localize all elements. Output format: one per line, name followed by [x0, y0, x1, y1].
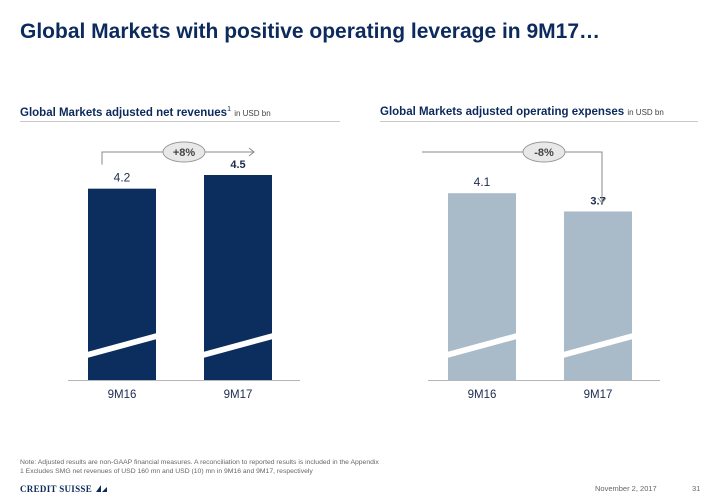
revenues-chart-heading: Global Markets adjusted net revenues1 in…: [20, 106, 271, 119]
expenses-category-label-9m17: 9M17: [584, 389, 613, 401]
revenues-change-label: +8%: [173, 147, 196, 159]
revenues-change-arrowhead: [248, 147, 255, 157]
footnote-note: Note: Adjusted results are non-GAAP fina…: [20, 459, 379, 466]
expenses-axis-break-9m16: [447, 333, 517, 358]
revenues-category-label-9m16: 9M16: [108, 389, 137, 401]
expenses-change-badge: [522, 141, 566, 163]
revenues-axis-break-9m16: [87, 333, 157, 358]
revenues-footnote-marker: 1: [227, 106, 231, 113]
revenues-axis-break-9m17: [203, 333, 273, 358]
footer-date: November 2, 2017: [595, 484, 657, 493]
revenues-category-label-9m17: 9M17: [224, 389, 253, 401]
expenses-unit-label: in USD bn: [627, 108, 664, 117]
expenses-change-connector: [422, 151, 603, 203]
expenses-value-label-9m16: 4.1: [474, 175, 491, 189]
expenses-category-label-9m16: 9M16: [468, 389, 497, 401]
revenues-value-label-9m17: 4.5: [230, 159, 245, 171]
revenues-chart-title: Global Markets adjusted net revenues: [20, 106, 228, 119]
revenues-change-badge: [162, 141, 206, 163]
revenues-unit-label: in USD bn: [234, 108, 271, 118]
expenses-heading-rule: [380, 121, 698, 122]
expenses-chart-heading: Global Markets adjusted operating expens…: [380, 106, 664, 118]
revenues-bar-chart: 4.2 9M16 4.5 9M17 +8%: [68, 141, 300, 401]
credit-suisse-logo: CREDIT SUISSE: [20, 484, 109, 494]
revenues-value-label-9m16: 4.2: [114, 171, 131, 185]
revenues-heading-rule: [20, 121, 340, 122]
footnote-1: 1 Excludes SMG net revenues of USD 160 m…: [20, 468, 313, 475]
sails-icon: [95, 485, 107, 492]
expenses-change-arrowhead: [597, 197, 607, 204]
expenses-axis-break-9m17: [563, 333, 633, 358]
logo-text: CREDIT SUISSE: [20, 484, 93, 494]
page-title: Global Markets with positive operating l…: [20, 20, 600, 43]
expenses-change-label: -8%: [534, 147, 554, 159]
page-number: 31: [692, 484, 701, 493]
expenses-chart-title: Global Markets adjusted operating expens…: [380, 106, 625, 118]
